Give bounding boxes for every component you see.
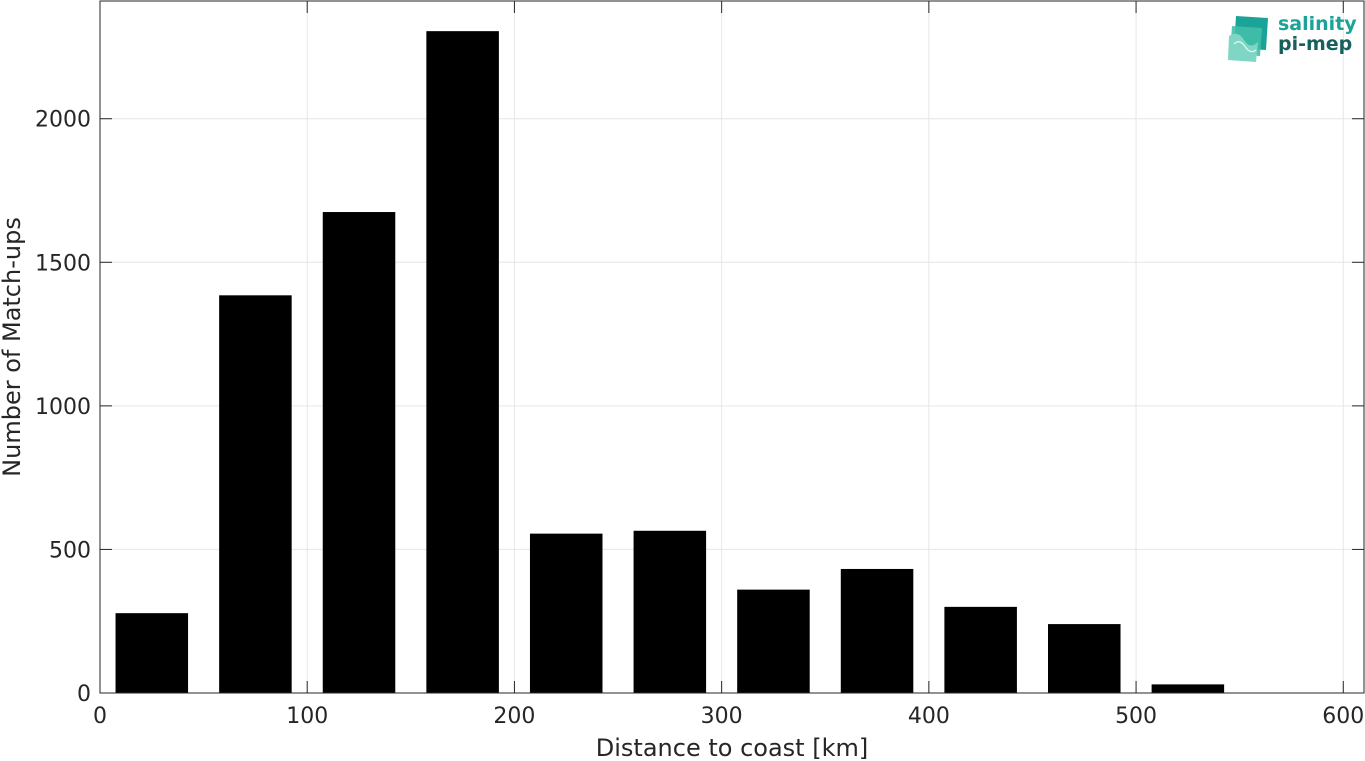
y-tick-label: 1500: [35, 251, 91, 276]
histogram-bar: [529, 533, 603, 693]
logo-line2: pi-mep: [1278, 33, 1353, 55]
x-tick-label: 0: [93, 704, 107, 729]
histogram-bar: [322, 212, 396, 693]
x-tick-label: 100: [286, 704, 328, 729]
histogram-bar: [1048, 624, 1121, 693]
x-tick-label: 600: [1322, 704, 1364, 729]
y-tick-label: 1000: [35, 395, 91, 420]
histogram-bar: [115, 613, 189, 693]
bars: [115, 31, 1225, 694]
x-tick-label: 200: [493, 704, 535, 729]
histogram-bar: [737, 589, 810, 693]
y-tick-label: 500: [49, 538, 91, 563]
histogram-bar: [633, 530, 707, 693]
y-axis-label: Number of Match-ups: [0, 217, 26, 477]
histogram-bar: [426, 31, 499, 694]
histogram-bar: [944, 606, 1017, 693]
salinity-pi-mep-logo: salinity pi-mep: [1226, 13, 1357, 64]
plot-box: [99, 0, 1365, 694]
histogram-bar: [219, 295, 292, 693]
y-tick-label: 0: [77, 682, 91, 707]
logo-mark-icon: [1228, 16, 1268, 62]
histogram-bar: [840, 568, 914, 693]
x-tick-label: 300: [701, 704, 743, 729]
x-tick-label: 500: [1115, 704, 1157, 729]
x-axis-label: Distance to coast [km]: [596, 734, 868, 761]
logo-line1: salinity: [1278, 13, 1357, 35]
y-tick-label: 2000: [35, 108, 91, 133]
grid-lines: [99, 1, 1364, 694]
histogram-bar: [1151, 684, 1225, 693]
x-tick-label: 400: [908, 704, 950, 729]
axes-frame: [99, 0, 1365, 694]
tick-labels: 0 100 200 300 400 500 600 0 500 1000 1500 2000: [35, 108, 1364, 729]
